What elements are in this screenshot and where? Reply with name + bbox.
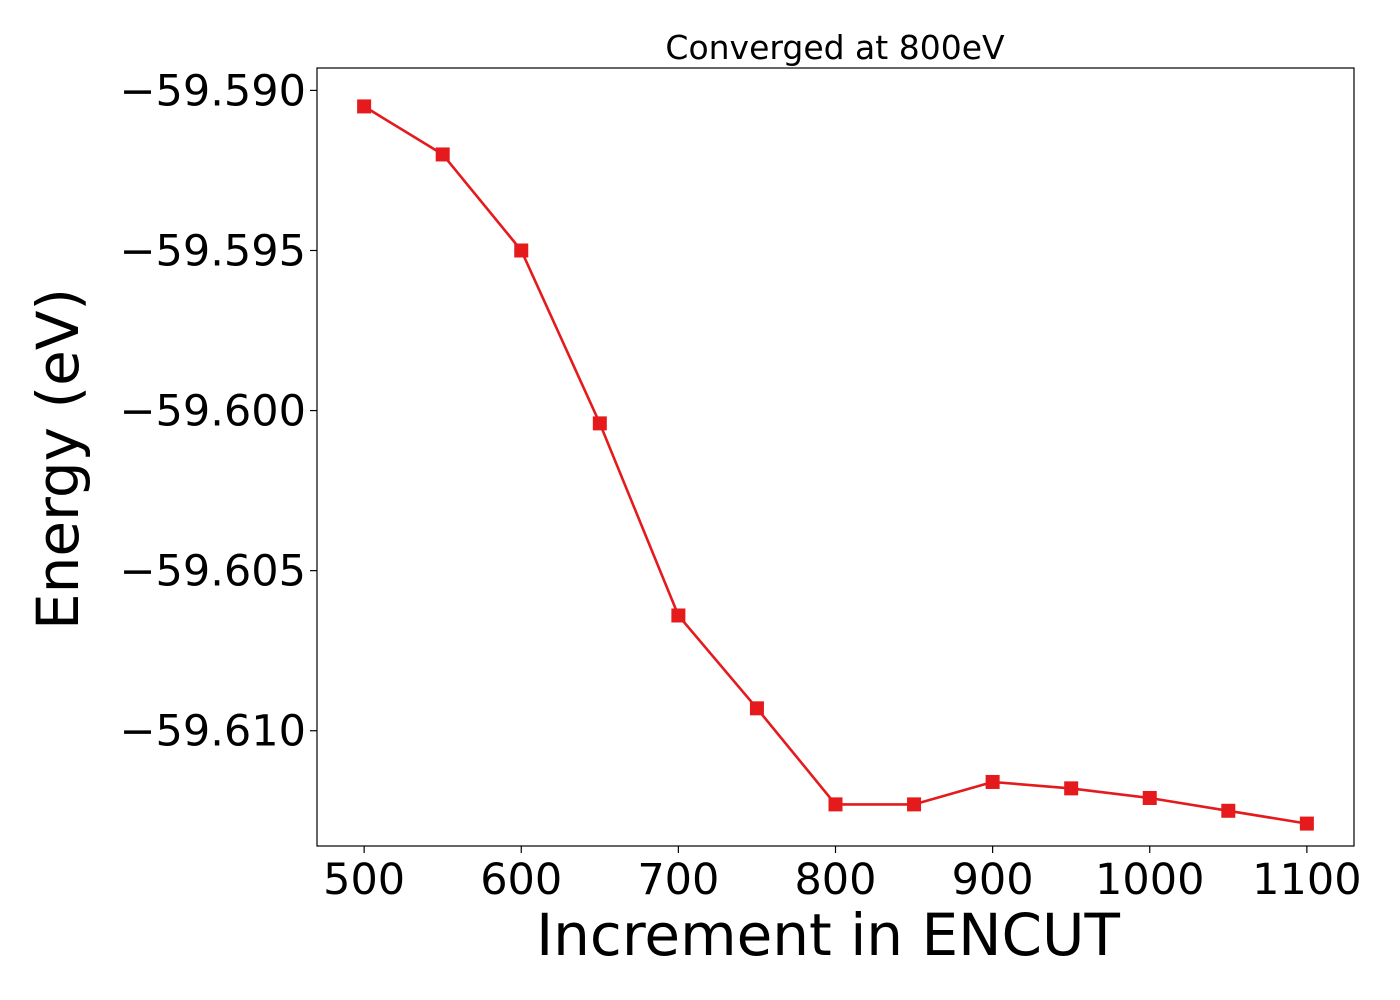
data-point-marker bbox=[1221, 803, 1236, 818]
data-point-marker bbox=[357, 99, 372, 114]
x-tick-label: 500 bbox=[323, 855, 405, 905]
y-axis-ticks: −59.590 −59.595 −59.600 −59.605 −59.610 bbox=[120, 66, 317, 757]
series-layer bbox=[357, 99, 1314, 831]
x-axis-ticks: 500 600 700 800 900 1000 1100 bbox=[323, 846, 1362, 905]
y-tick-label: −59.605 bbox=[120, 547, 307, 597]
data-point-marker bbox=[1064, 781, 1079, 796]
data-point-marker bbox=[1299, 816, 1314, 831]
data-point-marker bbox=[985, 774, 1000, 789]
y-axis-label: Energy (eV) bbox=[24, 288, 92, 630]
y-tick-label: −59.590 bbox=[120, 66, 307, 116]
data-point-marker bbox=[671, 608, 686, 623]
plot-area: 500 600 700 800 900 1000 1100 −59.590−59.595−5… bbox=[120, 66, 1362, 905]
x-axis-label: Increment in ENCUT bbox=[536, 901, 1120, 969]
series-line bbox=[363, 105, 1308, 825]
chart-title: Converged at 800eV bbox=[665, 28, 1005, 67]
data-point-marker bbox=[749, 701, 764, 716]
y-tick-label: −59.595 bbox=[120, 226, 307, 276]
plot-frame bbox=[316, 67, 1355, 847]
x-tick-label: 1100 bbox=[1252, 855, 1361, 905]
x-tick-label: 1000 bbox=[1095, 855, 1204, 905]
x-tick-label: 800 bbox=[794, 855, 876, 905]
y-tick-label: −59.600 bbox=[120, 387, 307, 437]
data-point-marker bbox=[514, 243, 529, 258]
data-point-marker bbox=[592, 416, 607, 431]
data-point-marker bbox=[907, 797, 922, 812]
x-tick-label: 700 bbox=[637, 855, 719, 905]
x-tick-label: 600 bbox=[480, 855, 562, 905]
data-point-marker bbox=[1142, 790, 1157, 805]
y-tick-label: −59.610 bbox=[120, 707, 307, 757]
data-point-marker bbox=[828, 797, 843, 812]
x-tick-label: 900 bbox=[952, 855, 1034, 905]
data-point-marker bbox=[435, 147, 450, 162]
